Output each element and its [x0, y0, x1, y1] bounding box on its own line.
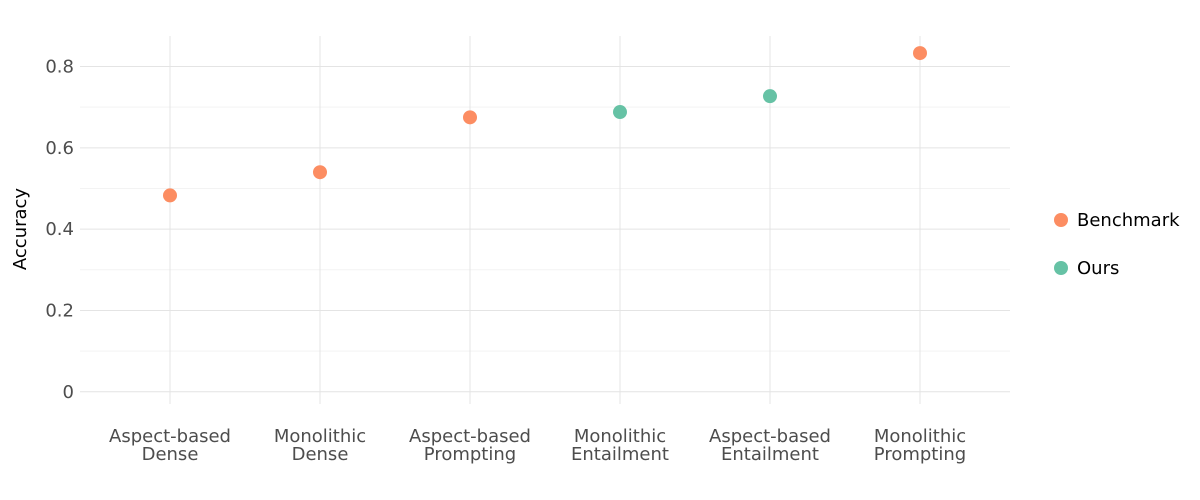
- x-tick-label: Monolithic Prompting: [874, 426, 966, 465]
- data-point-ours: [613, 105, 627, 120]
- y-tick-label: 0.8: [45, 56, 74, 77]
- x-tick-label: Aspect-based Entailment: [709, 426, 831, 465]
- legend-label-benchmark: Benchmark: [1077, 210, 1180, 231]
- legend: Benchmark Ours: [1054, 210, 1180, 279]
- legend-label-ours: Ours: [1077, 258, 1119, 279]
- y-tick-label: 0: [63, 382, 74, 403]
- data-point-ours: [763, 89, 777, 104]
- x-tick-label: Monolithic Dense: [274, 426, 366, 465]
- y-axis-ticks: 0 0.2 0.4 0.6 0.8: [45, 56, 74, 402]
- y-axis-title: Accuracy: [10, 188, 31, 271]
- y-tick-label: 0.6: [45, 138, 74, 159]
- grid: [80, 36, 1010, 404]
- x-axis-ticks: Aspect-based Dense Monolithic Dense Aspect-b…: [109, 426, 966, 465]
- data-point-benchmark: [463, 110, 477, 125]
- x-tick-label: Monolithic Entailment: [571, 426, 669, 465]
- data-point-benchmark: [913, 46, 927, 61]
- x-tick-label: Aspect-based Prompting: [409, 426, 531, 465]
- legend-marker-benchmark: [1054, 213, 1068, 227]
- data-point-benchmark: [313, 165, 327, 180]
- data-points: [163, 46, 927, 203]
- y-tick-label: 0.4: [45, 219, 74, 240]
- x-tick-label: Aspect-based Dense: [109, 426, 231, 465]
- legend-marker-ours: [1054, 261, 1068, 275]
- y-tick-label: 0.2: [45, 300, 74, 321]
- data-point-benchmark: [163, 188, 177, 203]
